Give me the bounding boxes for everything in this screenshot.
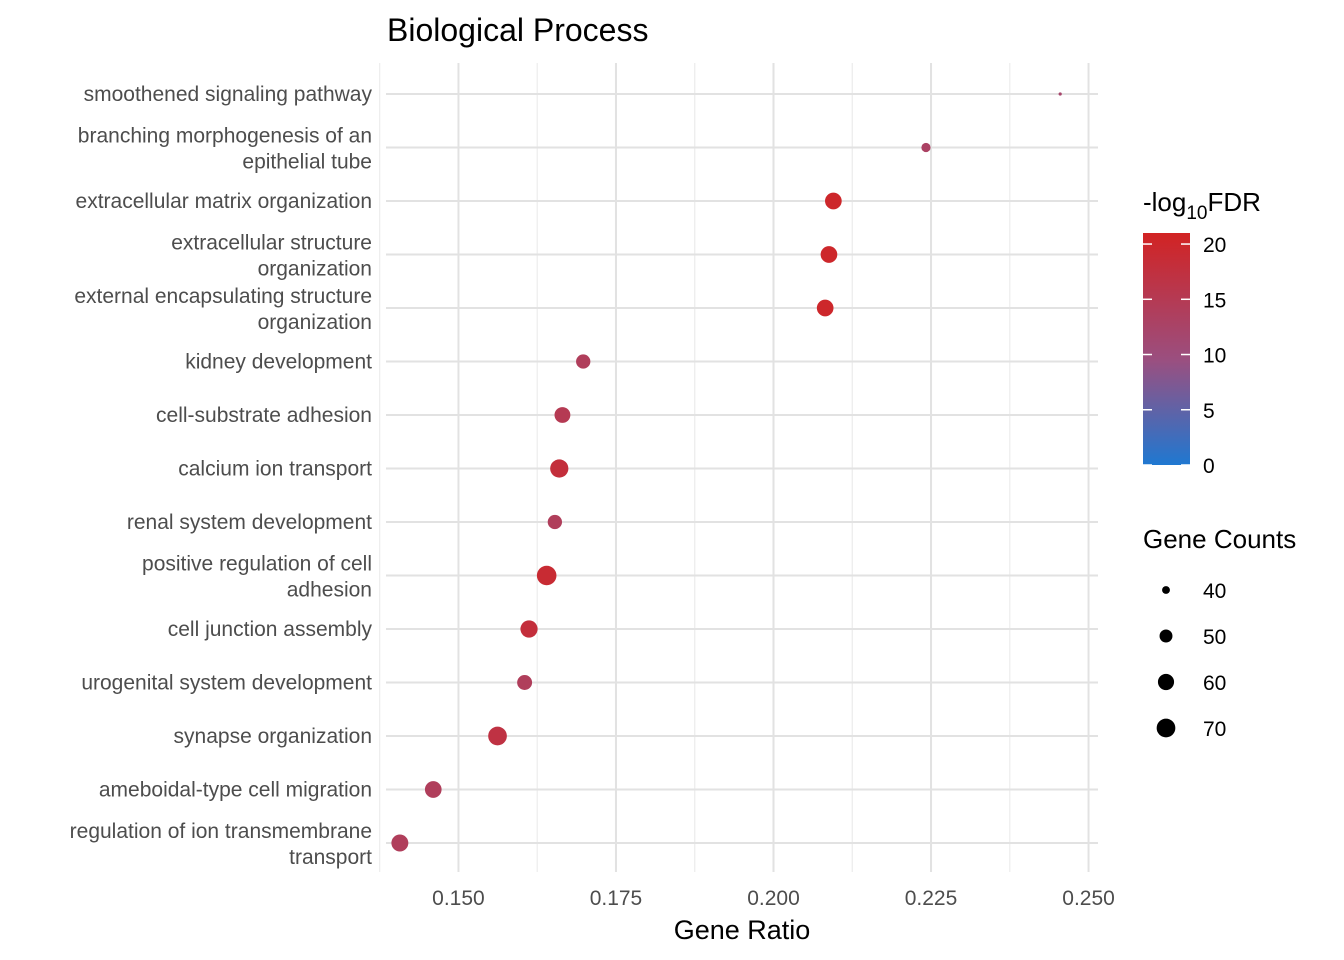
chart-title: Biological Process [387,12,648,48]
size-legend-title: Gene Counts [1143,524,1296,554]
y-tick-label-line: transport [289,846,372,869]
y-tick-label-line: external encapsulating structure [74,285,372,308]
y-tick-label: renal system development [127,511,372,534]
data-point [825,192,842,210]
y-tick-label-line: epithelial tube [242,151,372,174]
y-tick-label-line: positive regulation of cell [142,553,372,576]
y-tick-label-line: regulation of ion transmembrane [70,820,372,843]
color-bar-ticks: 0 5 10 15 20 [1143,234,1226,478]
data-point [391,834,409,852]
color-bar-tick-label: 15 [1203,289,1226,312]
y-tick-label-line: organization [258,311,372,334]
data-point [488,726,507,746]
color-bar-tick-label: 20 [1203,234,1226,257]
data-point [550,459,569,478]
data-point [1058,92,1062,96]
y-tick-label: synapse organization [174,725,372,748]
size-legend-label: 40 [1203,580,1226,603]
y-tick-label-line: organization [258,258,372,281]
y-tick-label: extracellular matrix organization [76,190,372,213]
x-axis-title: Gene Ratio [674,915,811,945]
data-point [921,142,931,153]
data-point [517,675,533,690]
y-tick-label-line: calcium ion transport [178,458,372,481]
y-tick-label: ameboidal-type cell migration [99,779,372,802]
y-tick-label-line: adhesion [287,579,372,602]
data-point [547,514,563,530]
size-legend: Gene Counts 40 50 60 70 [1143,524,1296,741]
y-axis-labels: smoothened signaling pathway branching mo… [70,83,373,869]
size-legend-key [1162,586,1170,594]
color-legend-title-main: -log [1143,187,1186,217]
data-point [536,565,557,586]
y-tick-label-line: branching morphogenesis of an [78,125,372,148]
x-tick-label: 0.150 [432,887,485,910]
y-tick-label: calcium ion transport [178,458,372,481]
color-bar-tick-label: 0 [1203,455,1215,478]
size-legend-label: 50 [1203,626,1226,649]
data-point [554,407,571,423]
y-tick-label: kidney development [185,351,372,374]
size-legend-key [1157,673,1175,691]
data-point [424,781,442,798]
y-tick-label: extracellular structure organization [171,232,372,281]
y-tick-label-line: kidney development [185,351,372,374]
y-tick-label-line: renal system development [127,511,372,534]
y-tick-label-line: extracellular structure [171,232,372,255]
data-point [576,354,591,369]
color-legend-title-tail: FDR [1208,187,1261,217]
size-legend-key [1159,629,1173,643]
y-tick-label: cell-substrate adhesion [156,404,372,427]
y-tick-label: branching morphogenesis of an epithelial … [78,125,372,174]
y-tick-label: urogenital system development [81,672,372,695]
y-tick-label-line: extracellular matrix organization [76,190,372,213]
size-legend-items: 40 50 60 70 [1156,580,1226,741]
color-bar-tick-label: 10 [1203,345,1226,368]
size-legend-key [1156,718,1176,738]
y-tick-label-line: synapse organization [174,725,372,748]
color-bar [1143,233,1190,465]
y-tick-label: cell junction assembly [168,618,373,641]
size-legend-label: 60 [1203,672,1226,695]
color-legend-title-sub: 10 [1186,203,1207,224]
y-tick-label-line: smoothened signaling pathway [84,83,373,106]
x-tick-label: 0.250 [1062,887,1115,910]
data-points [391,92,1062,852]
x-axis-labels: 0.150 0.175 0.200 0.225 0.250 [432,887,1115,910]
data-point [816,299,834,317]
x-tick-label: 0.225 [905,887,958,910]
y-tick-label-line: ameboidal-type cell migration [99,779,372,802]
y-tick-label-line: urogenital system development [81,672,372,695]
y-tick-label: external encapsulating structure organiza… [74,285,372,334]
y-tick-label-line: cell junction assembly [168,618,373,641]
y-tick-label: positive regulation of cell adhesion [142,553,372,602]
data-point [520,620,538,638]
color-bar-tick-label: 5 [1203,400,1215,423]
grid-lines [379,63,1098,872]
x-tick-label: 0.175 [590,887,643,910]
data-point [820,246,838,263]
x-tick-label: 0.200 [747,887,800,910]
size-legend-label: 70 [1203,718,1226,741]
y-tick-label-line: cell-substrate adhesion [156,404,372,427]
color-legend-title: -log10FDR [1143,187,1261,224]
y-tick-label: smoothened signaling pathway [84,83,373,106]
y-tick-label: regulation of ion transmembrane transport [70,820,373,869]
